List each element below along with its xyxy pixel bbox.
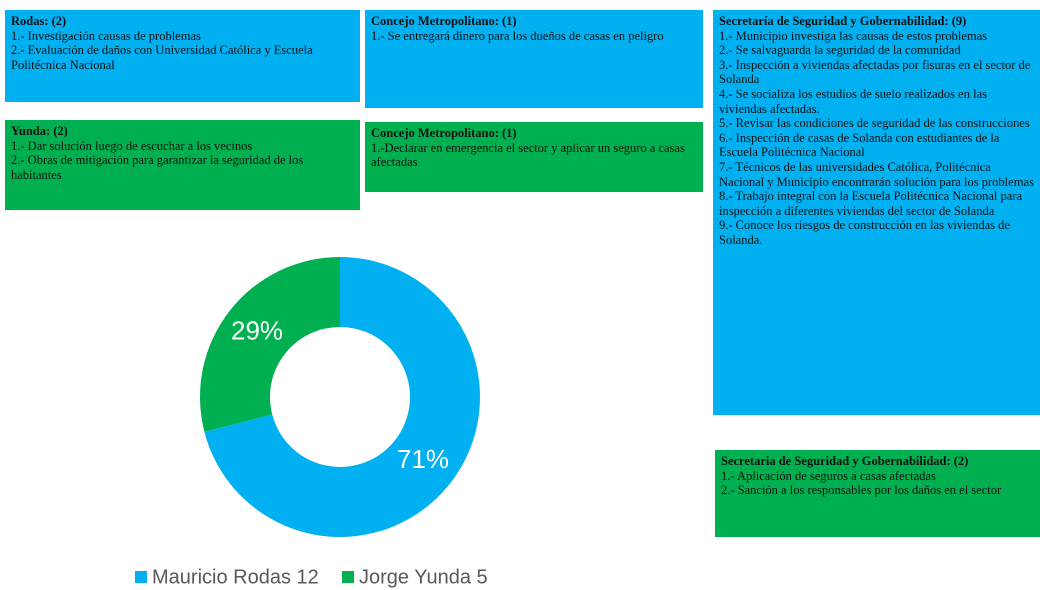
box-title: Concejo Metropolitano: (1) xyxy=(371,14,517,28)
slice xyxy=(204,257,480,537)
text-box: Secretaría de Seguridad y Gobernabilidad… xyxy=(713,10,1040,415)
box-title: Secretaría de Seguridad y Gobernabilidad… xyxy=(719,14,967,28)
box-item: 5.- Revisar las condiciones de seguridad… xyxy=(719,116,1030,131)
text-box: Concejo Metropolitano: (1) 1.- Se entrega… xyxy=(365,10,703,108)
box-item: 2.- Obras de mitigación para garantizar … xyxy=(11,153,304,182)
box-item: 1.-Declarar en emergencia el sector y ap… xyxy=(371,140,685,170)
box-title: Yunda: (2) xyxy=(11,124,68,138)
box-item: 3.- Inspección a viviendas afectadas por… xyxy=(719,57,1031,87)
text-box: Yunda: (2) 1.- Dar solución luego de escu… xyxy=(5,120,360,210)
box-item: 4.- Se socializa los estudios de suelo r… xyxy=(719,86,987,116)
legend-swatch xyxy=(342,571,354,583)
legend-label: Jorge Yunda 5 xyxy=(359,566,488,588)
box-item: 2.- Evaluación de daños con Universidad … xyxy=(11,43,313,72)
legend-swatch xyxy=(135,571,147,583)
box-item: 1.- Dar solución luego de escuchar a los… xyxy=(11,138,253,153)
box-item: 1.- Investigación causas de problemas xyxy=(11,28,201,43)
text-box: Secretaria de Seguridad y Gobernabilidad… xyxy=(715,450,1040,537)
text-box: Rodas: (2) 1.- Investigación causas de pr… xyxy=(5,10,360,102)
box-item: 7.- Técnicos de las universidades Católi… xyxy=(719,159,1034,189)
text-box: Concejo Metropolitano: (1) 1.-Declarar en… xyxy=(365,122,703,192)
legend-label: Mauricio Rodas 12 xyxy=(152,566,319,588)
box-item: 2.- Sanción a los responsables por los d… xyxy=(721,483,1002,498)
box-item: 2.- Se salvaguarda la seguridad de la co… xyxy=(719,43,961,58)
box-item: 8.- Trabajo integral con la Escuela Poli… xyxy=(719,189,1023,218)
box-item: 1.- Municipio investiga las causas de es… xyxy=(719,28,987,43)
box-item: 9.- Conoce los riesgos de construcción e… xyxy=(719,218,1010,247)
slice-label: 29% xyxy=(231,316,283,346)
box-item: 1.- Aplicación de seguros a casas afecta… xyxy=(721,468,936,483)
slice xyxy=(200,257,340,432)
box-title: Secretaria de Seguridad y Gobernabilidad… xyxy=(721,454,969,468)
box-item: 1.- Se entregará dinero para los dueños … xyxy=(371,28,664,43)
box-title: Rodas: (2) xyxy=(11,14,67,28)
box-title: Concejo Metropolitano: (1) xyxy=(371,126,517,140)
box-item: 6.- Inspección de casas de Solanda con e… xyxy=(719,130,1000,160)
slice-label: 71% xyxy=(397,444,449,474)
